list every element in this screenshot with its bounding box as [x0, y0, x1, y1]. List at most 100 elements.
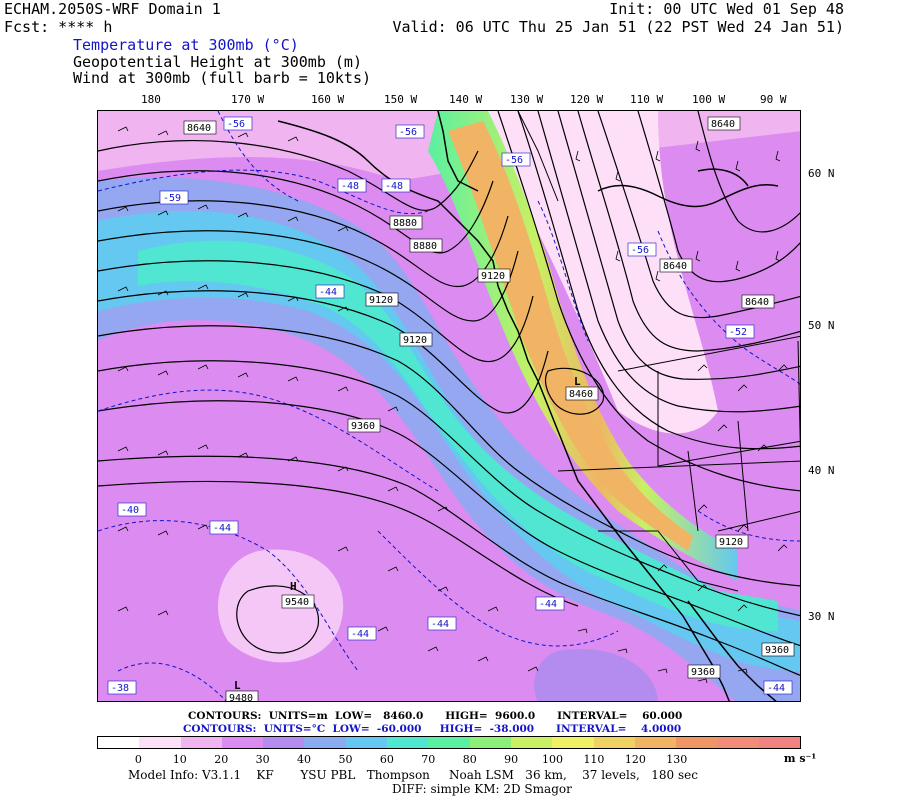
colorbar-cell	[634, 737, 677, 748]
temperature-label: -44	[319, 287, 337, 298]
lon-label-130w: 130 W	[510, 93, 544, 106]
temperature-label: -44	[351, 629, 369, 640]
political-borders	[517, 111, 800, 592]
temperature-label: -52	[729, 327, 747, 338]
colorbar-cell	[345, 737, 388, 748]
low-center: L	[234, 679, 241, 692]
wind-speed-colorbar	[97, 736, 801, 749]
colorbar-tick-label: 10	[172, 753, 187, 766]
temperature-label: -56	[227, 119, 245, 130]
colorbar-cell	[717, 737, 759, 748]
lat-label-50n: 50 N	[808, 319, 835, 332]
temperature-label: -44	[213, 523, 231, 534]
wind-barbs	[117, 124, 788, 694]
lon-label-110w: 110 W	[630, 93, 664, 106]
speed-region-high	[218, 549, 344, 663]
lon-label-170w: 170 W	[231, 93, 265, 106]
lon-label-140w: 140 W	[449, 93, 483, 106]
jet-stream-max	[448, 121, 693, 551]
lon-label-100w: 100 W	[692, 93, 726, 106]
colorbar-tick-label: 20	[214, 753, 229, 766]
height-label: 8640	[745, 297, 769, 308]
colorbar-tick-label: 30	[255, 753, 270, 766]
colorbar-tick-label: 110	[583, 753, 605, 766]
temperature-label: -44	[431, 619, 449, 630]
height-label: 8640	[663, 261, 687, 272]
height-label: 9120	[403, 335, 427, 346]
field-temperature: Temperature at 300mb (°C)	[73, 36, 299, 54]
temperature-label: -44	[539, 599, 557, 610]
lon-label-160w: 160 W	[311, 93, 345, 106]
height-label: 9120	[369, 295, 393, 306]
lat-label-30n: 30 N	[808, 610, 835, 623]
lat-label-40n: 40 N	[808, 464, 835, 477]
height-label: 9480	[229, 693, 253, 702]
pressure-centers: H L L	[234, 375, 581, 692]
coastlines	[277, 111, 779, 701]
model-info: Model Info: V3.1.1 KF YSU PBL Thompson N…	[128, 768, 698, 782]
colorbar-tick-label: 70	[421, 753, 436, 766]
high-center: H	[290, 580, 297, 593]
colorbar-tick-label: 120	[624, 753, 646, 766]
field-wind: Wind at 300mb (full barb = 10kts)	[73, 69, 372, 87]
temperature-label: -40	[121, 505, 139, 516]
lon-label-90w: 90 W	[760, 93, 787, 106]
height-label: 9360	[351, 421, 375, 432]
colorbar-cell	[387, 737, 429, 748]
temperature-label: -56	[399, 127, 417, 138]
temperature-label: -56	[505, 155, 523, 166]
weather-map: 8640 8640 8880 8880 9120 9120 9360 9360 …	[97, 110, 801, 702]
speed-region-south	[534, 649, 658, 701]
height-label: 9120	[481, 271, 505, 282]
lon-label-180: 180	[141, 93, 161, 106]
temperature-label: -44	[767, 683, 785, 694]
height-label: 8880	[413, 241, 437, 252]
colorbar-tick-label: 100	[542, 753, 564, 766]
lat-label-60n: 60 N	[808, 167, 835, 180]
height-label: 9120	[719, 537, 743, 548]
height-contour-info: CONTOURS: UNITS=m LOW= 8460.0 HIGH= 9600…	[188, 710, 683, 722]
colorbar-tick-label: 0	[134, 753, 142, 766]
colorbar-tick-label: 40	[297, 753, 312, 766]
temperature-contours	[98, 111, 800, 701]
speed-region-ridge	[478, 111, 718, 434]
valid-time: Valid: 06 UTC Thu 25 Jan 51 (22 PST Wed …	[392, 18, 844, 36]
map-svg: 8640 8640 8880 8880 9120 9120 9360 9360 …	[98, 111, 800, 702]
model-title: ECHAM.2050S-WRF Domain 1	[4, 0, 221, 18]
lon-label-150w: 150 W	[384, 93, 418, 106]
colorbar-tick-label: 60	[379, 753, 394, 766]
colorbar-cell	[593, 737, 635, 748]
temperature-label: -48	[385, 181, 403, 192]
colorbar-cell	[552, 737, 594, 748]
colorbar-tick-label: 80	[462, 753, 477, 766]
colorbar-cell	[221, 737, 264, 748]
forecast-hour: Fcst: **** h	[4, 18, 113, 36]
temperature-label: -48	[341, 181, 359, 192]
colorbar-cell	[98, 737, 140, 748]
height-label: 8640	[711, 119, 735, 130]
colorbar-tick-label: 50	[338, 753, 353, 766]
colorbar-cell	[304, 737, 346, 748]
colorbar-tick-label: 130	[666, 753, 688, 766]
temperature-label: -56	[631, 245, 649, 256]
height-labels: 8640 8640 8880 8880 9120 9120 9360 9360 …	[183, 116, 795, 702]
height-label: 9540	[285, 597, 309, 608]
field-height: Geopotential Height at 300mb (m)	[73, 53, 362, 71]
height-label: 8640	[187, 123, 211, 134]
height-label: 9360	[691, 667, 715, 678]
temperature-contour-info: CONTOURS: UNITS=°C LOW= -60.000 HIGH= -3…	[183, 723, 682, 735]
colorbar-tick-label: 90	[504, 753, 519, 766]
colorbar-cell	[428, 737, 470, 748]
height-label: 9360	[765, 645, 789, 656]
colorbar-cell	[263, 737, 305, 748]
colorbar-cell	[180, 737, 222, 748]
height-label: 8460	[569, 389, 593, 400]
colorbar-cell	[469, 737, 511, 748]
colorbar-cell	[139, 737, 181, 748]
colorbar-unit: m s⁻¹	[783, 752, 817, 765]
temperature-labels: -56 -56 -56 -59 -48 -48 -44 -56 -52 -40 …	[107, 116, 793, 695]
height-label: 8880	[393, 218, 417, 229]
lon-label-120w: 120 W	[570, 93, 604, 106]
init-time: Init: 00 UTC Wed 01 Sep 48	[609, 0, 844, 18]
height-contours	[98, 111, 800, 676]
